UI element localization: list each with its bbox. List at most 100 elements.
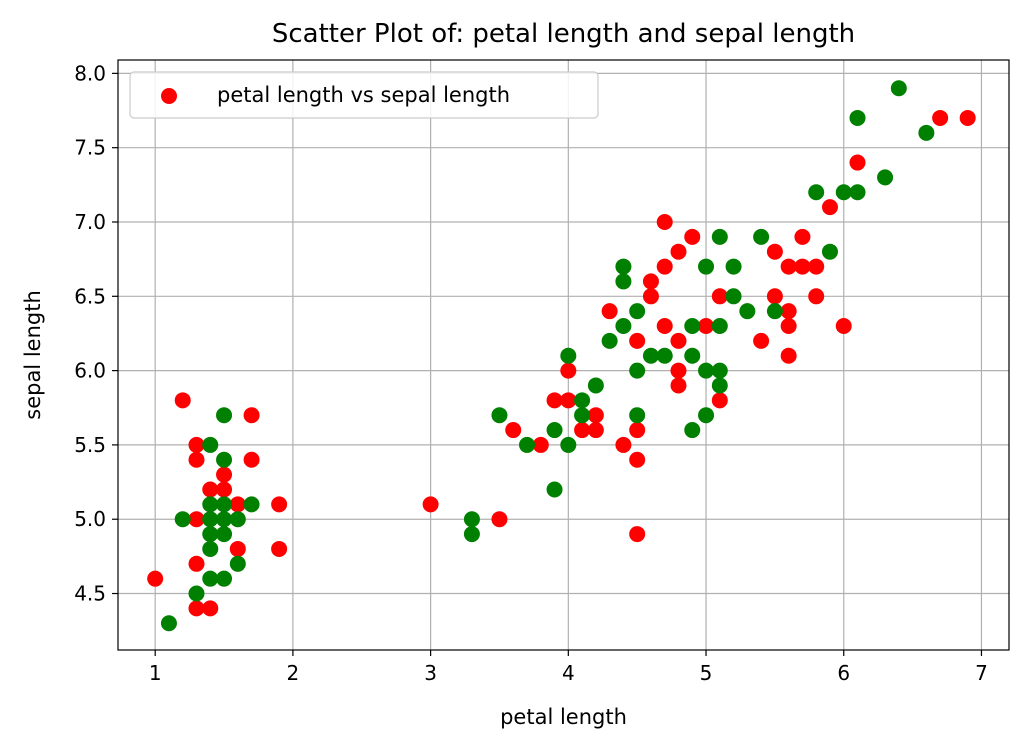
y-axis-label: sepal length [21, 290, 45, 420]
scatter-point [615, 318, 632, 335]
scatter-point [670, 332, 687, 349]
y-tick-label: 7.5 [74, 136, 106, 160]
scatter-point [821, 243, 838, 260]
scatter-point [160, 615, 177, 632]
scatter-point [753, 332, 770, 349]
scatter-point [519, 436, 536, 453]
scatter-point [890, 80, 907, 97]
scatter-point [780, 318, 797, 335]
scatter-point [656, 213, 673, 230]
scatter-point [463, 511, 480, 528]
scatter-point [463, 526, 480, 543]
scatter-point [546, 392, 563, 409]
y-tick-label: 5.0 [74, 507, 106, 531]
scatter-point [959, 109, 976, 126]
legend-marker [161, 88, 177, 104]
scatter-point [684, 228, 701, 245]
scatter-point [766, 303, 783, 320]
y-tick-label: 4.5 [74, 582, 106, 606]
scatter-point [271, 496, 288, 513]
scatter-point [229, 540, 246, 557]
scatter-point [202, 600, 219, 617]
scatter-point [711, 377, 728, 394]
scatter-point [711, 288, 728, 305]
scatter-point [780, 347, 797, 364]
scatter-point [601, 303, 618, 320]
scatter-point [271, 540, 288, 557]
scatter-point [794, 228, 811, 245]
y-tick-label: 7.0 [74, 210, 106, 234]
scatter-point [849, 154, 866, 171]
scatter-point [629, 407, 646, 424]
scatter-point [505, 422, 522, 439]
scatter-point [684, 318, 701, 335]
x-axis-label: petal length [500, 705, 627, 729]
scatter-point [216, 496, 233, 513]
scatter-point [188, 585, 205, 602]
scatter-point [808, 288, 825, 305]
scatter-point [780, 303, 797, 320]
scatter-point [491, 407, 508, 424]
scatter-point [753, 228, 770, 245]
legend: petal length vs sepal length [129, 71, 599, 119]
y-tick-label: 8.0 [74, 61, 106, 85]
scatter-point [216, 466, 233, 483]
scatter-point [835, 318, 852, 335]
scatter-point [491, 511, 508, 528]
scatter-point [188, 511, 205, 528]
scatter-point [670, 377, 687, 394]
scatter-point [629, 451, 646, 468]
scatter-point [188, 436, 205, 453]
scatter-point [739, 303, 756, 320]
scatter-point [656, 318, 673, 335]
scatter-point [849, 184, 866, 201]
scatter-point [656, 347, 673, 364]
scatter-point [670, 362, 687, 379]
legend-label: petal length vs sepal length [217, 83, 510, 107]
scatter-point [202, 526, 219, 543]
scatter-point [766, 288, 783, 305]
x-tick-label: 3 [424, 661, 437, 685]
scatter-point [202, 436, 219, 453]
axis-ticks: 1 2 3 4 5 6 7 4.5 5.0 5.5 6.0 6.5 7.0 7.5 8.0 [74, 61, 988, 685]
scatter-point [794, 258, 811, 275]
x-tick-label: 2 [287, 661, 300, 685]
scatter-point [216, 511, 233, 528]
scatter-point [174, 511, 191, 528]
scatter-point [202, 511, 219, 528]
scatter-point [629, 526, 646, 543]
scatter-point [202, 540, 219, 557]
scatter-point [670, 243, 687, 260]
scatter-point [560, 436, 577, 453]
scatter-point [725, 288, 742, 305]
scatter-point [229, 555, 246, 572]
scatter-point [574, 422, 591, 439]
scatter-point [202, 496, 219, 513]
scatter-point [808, 258, 825, 275]
y-tick-label: 6.5 [74, 284, 106, 308]
scatter-point [711, 392, 728, 409]
legend-box [129, 71, 599, 119]
y-tick-label: 5.5 [74, 433, 106, 457]
scatter-point [216, 481, 233, 498]
scatter-point [243, 496, 260, 513]
scatter-point [642, 273, 659, 290]
x-tick-label: 4 [562, 661, 575, 685]
scatter-point [587, 407, 604, 424]
scatter-point [698, 318, 715, 335]
scatter-point [587, 422, 604, 439]
scatter-point [711, 362, 728, 379]
scatter-point [656, 258, 673, 275]
scatter-point [574, 392, 591, 409]
scatter-point [560, 362, 577, 379]
scatter-point [629, 332, 646, 349]
scatter-point [202, 570, 219, 587]
scatter-point [725, 258, 742, 275]
scatter-point [918, 124, 935, 141]
y-tick-label: 6.0 [74, 359, 106, 383]
scatter-point [188, 555, 205, 572]
scatter-point [684, 347, 701, 364]
scatter-point [202, 481, 219, 498]
scatter-point [216, 451, 233, 468]
